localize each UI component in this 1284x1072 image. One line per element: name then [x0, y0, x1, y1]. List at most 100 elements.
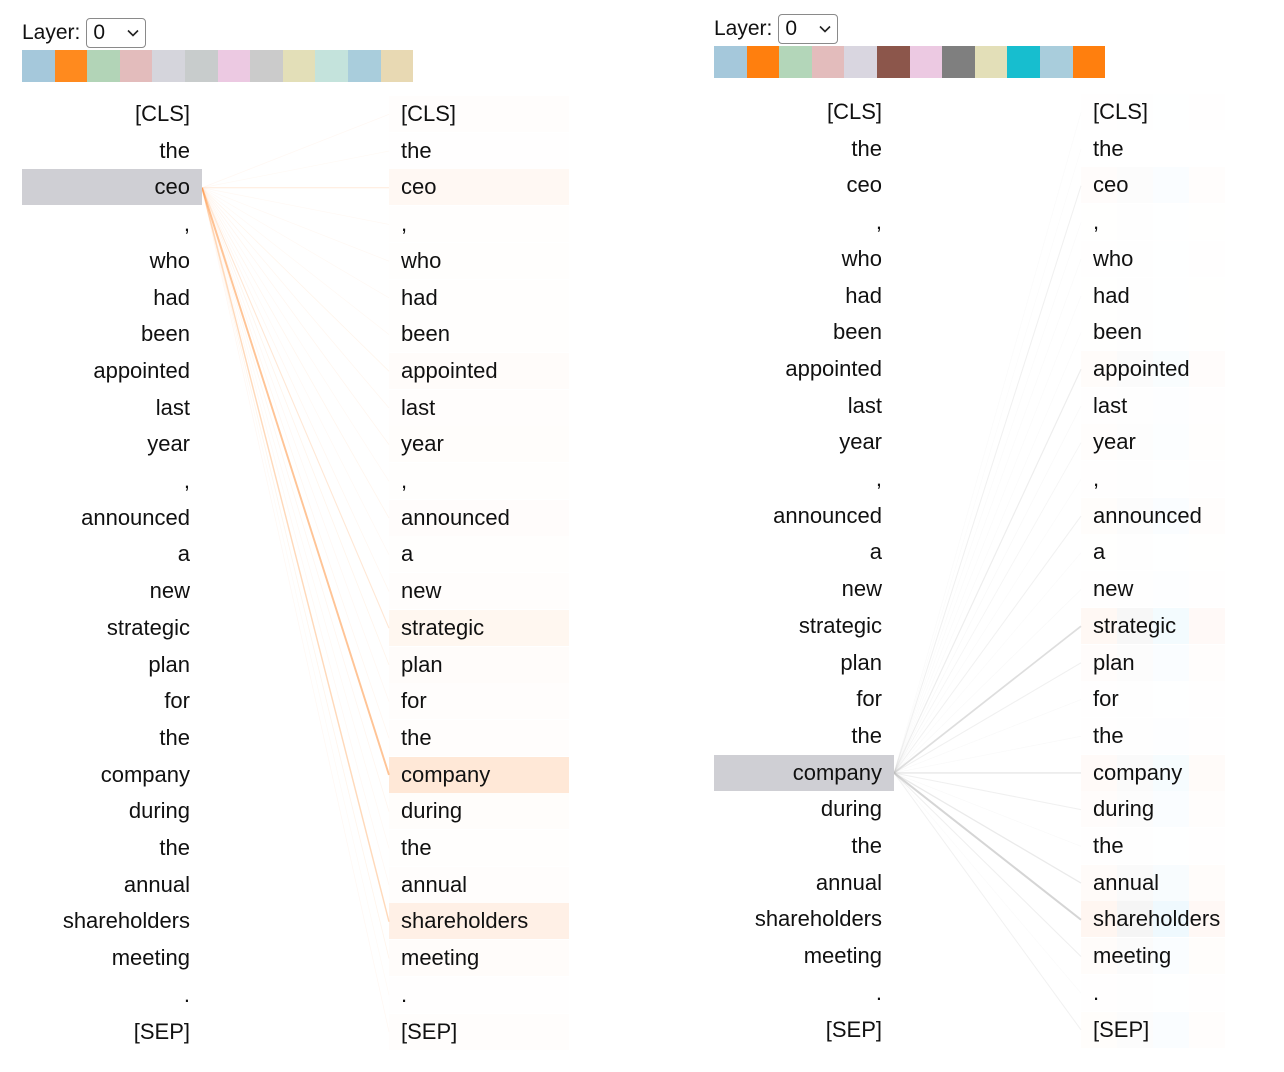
target-token[interactable]: appointed — [1093, 355, 1190, 381]
source-token[interactable]: , — [183, 211, 190, 237]
source-token[interactable]: new — [149, 578, 190, 604]
target-token[interactable]: the — [401, 724, 432, 750]
target-token[interactable]: , — [1093, 466, 1100, 491]
target-token[interactable]: company — [1093, 759, 1183, 785]
target-token[interactable]: been — [401, 321, 450, 347]
head-swatch[interactable] — [315, 50, 348, 82]
target-token[interactable]: a — [401, 541, 414, 567]
source-token[interactable]: annual — [123, 871, 190, 897]
source-token[interactable]: announced — [773, 502, 882, 528]
target-token[interactable]: announced — [1093, 502, 1202, 528]
target-token[interactable]: strategic — [1093, 612, 1177, 638]
source-token[interactable]: shareholders — [62, 908, 190, 934]
head-swatch[interactable] — [282, 50, 316, 82]
target-token[interactable]: plan — [401, 651, 443, 677]
head-swatch[interactable] — [909, 46, 943, 78]
target-token[interactable]: the — [1093, 135, 1124, 161]
source-token[interactable]: for — [856, 686, 882, 712]
source-token[interactable]: been — [833, 319, 882, 345]
head-swatch[interactable] — [942, 46, 975, 78]
source-token[interactable]: , — [875, 466, 882, 491]
head-swatch[interactable] — [54, 50, 88, 82]
head-swatch[interactable] — [974, 46, 1008, 78]
target-token[interactable]: last — [401, 394, 436, 420]
source-token[interactable]: year — [147, 431, 190, 457]
source-token[interactable]: for — [164, 688, 190, 714]
source-token[interactable]: year — [839, 429, 882, 455]
target-token[interactable]: , — [401, 211, 408, 237]
target-token[interactable]: [CLS] — [1093, 99, 1149, 124]
target-token[interactable]: , — [401, 468, 408, 493]
source-token[interactable]: who — [841, 245, 882, 271]
source-token[interactable]: [SEP] — [133, 1018, 190, 1044]
head-swatch[interactable] — [1007, 46, 1040, 78]
target-token[interactable]: who — [1093, 245, 1134, 271]
source-token[interactable]: , — [183, 468, 190, 493]
target-token[interactable]: the — [1093, 833, 1124, 858]
target-token[interactable]: [SEP] — [1093, 1016, 1150, 1042]
target-token[interactable]: the — [1093, 722, 1124, 748]
target-token[interactable]: plan — [1093, 649, 1135, 675]
target-token[interactable]: had — [1093, 282, 1130, 308]
target-token[interactable]: new — [1093, 576, 1134, 602]
target-token[interactable]: strategic — [401, 614, 485, 640]
source-token[interactable]: who — [149, 247, 190, 273]
target-token[interactable]: appointed — [401, 357, 498, 383]
target-token[interactable]: year — [401, 431, 444, 457]
target-token[interactable]: who — [401, 247, 442, 273]
target-token[interactable]: for — [401, 688, 427, 714]
head-swatch[interactable] — [119, 50, 153, 82]
source-token[interactable]: strategic — [798, 612, 882, 638]
target-token[interactable]: ceo — [401, 174, 437, 200]
head-swatch[interactable] — [876, 46, 910, 78]
head-swatch[interactable] — [152, 50, 185, 82]
head-swatch[interactable] — [779, 46, 812, 78]
source-token[interactable]: appointed — [785, 355, 882, 381]
target-token[interactable]: . — [1093, 979, 1100, 1005]
source-token[interactable]: the — [851, 833, 882, 858]
target-token[interactable]: [SEP] — [401, 1018, 458, 1044]
source-token[interactable]: ceo — [22, 169, 202, 206]
source-token[interactable]: the — [851, 135, 882, 161]
head-swatch[interactable] — [1072, 46, 1106, 78]
target-token[interactable]: year — [1093, 429, 1136, 455]
source-token[interactable]: plan — [840, 649, 882, 675]
head-swatch[interactable] — [811, 46, 845, 78]
source-token[interactable]: . — [183, 981, 190, 1007]
target-token[interactable]: announced — [401, 504, 510, 530]
source-token[interactable]: annual — [815, 869, 882, 895]
source-token[interactable]: new — [841, 576, 882, 602]
target-token[interactable]: had — [401, 284, 438, 310]
target-token[interactable]: annual — [401, 871, 468, 897]
source-token[interactable]: [CLS] — [134, 101, 190, 126]
source-token[interactable]: shareholders — [754, 906, 882, 932]
head-swatch[interactable] — [1039, 46, 1073, 78]
source-token[interactable]: the — [851, 722, 882, 748]
head-swatch[interactable] — [347, 50, 381, 82]
source-token[interactable]: a — [869, 539, 882, 565]
target-token[interactable]: meeting — [401, 945, 480, 971]
source-token[interactable]: during — [128, 798, 190, 824]
source-token[interactable]: [SEP] — [825, 1016, 882, 1042]
layer-select[interactable]: 0 — [778, 14, 839, 44]
source-token[interactable]: company — [100, 761, 190, 787]
target-token[interactable]: [CLS] — [401, 101, 457, 126]
target-token[interactable]: last — [1093, 392, 1128, 418]
target-token[interactable]: a — [1093, 539, 1106, 565]
target-token[interactable]: ceo — [1093, 172, 1129, 198]
source-token[interactable]: the — [159, 835, 190, 860]
source-token[interactable]: the — [159, 137, 190, 163]
target-token[interactable]: annual — [1093, 869, 1160, 895]
source-token[interactable]: had — [845, 282, 882, 308]
source-token[interactable]: meeting — [803, 943, 882, 969]
head-swatch[interactable] — [250, 50, 283, 82]
head-swatch[interactable] — [184, 50, 218, 82]
source-token[interactable]: meeting — [111, 945, 190, 971]
target-token[interactable]: shareholders — [1093, 906, 1221, 932]
target-token[interactable]: meeting — [1093, 943, 1172, 969]
head-swatch[interactable] — [87, 50, 120, 82]
target-token[interactable]: new — [401, 578, 442, 604]
source-token[interactable]: ceo — [846, 172, 882, 198]
target-token[interactable]: during — [401, 798, 463, 824]
source-token[interactable]: announced — [81, 504, 190, 530]
